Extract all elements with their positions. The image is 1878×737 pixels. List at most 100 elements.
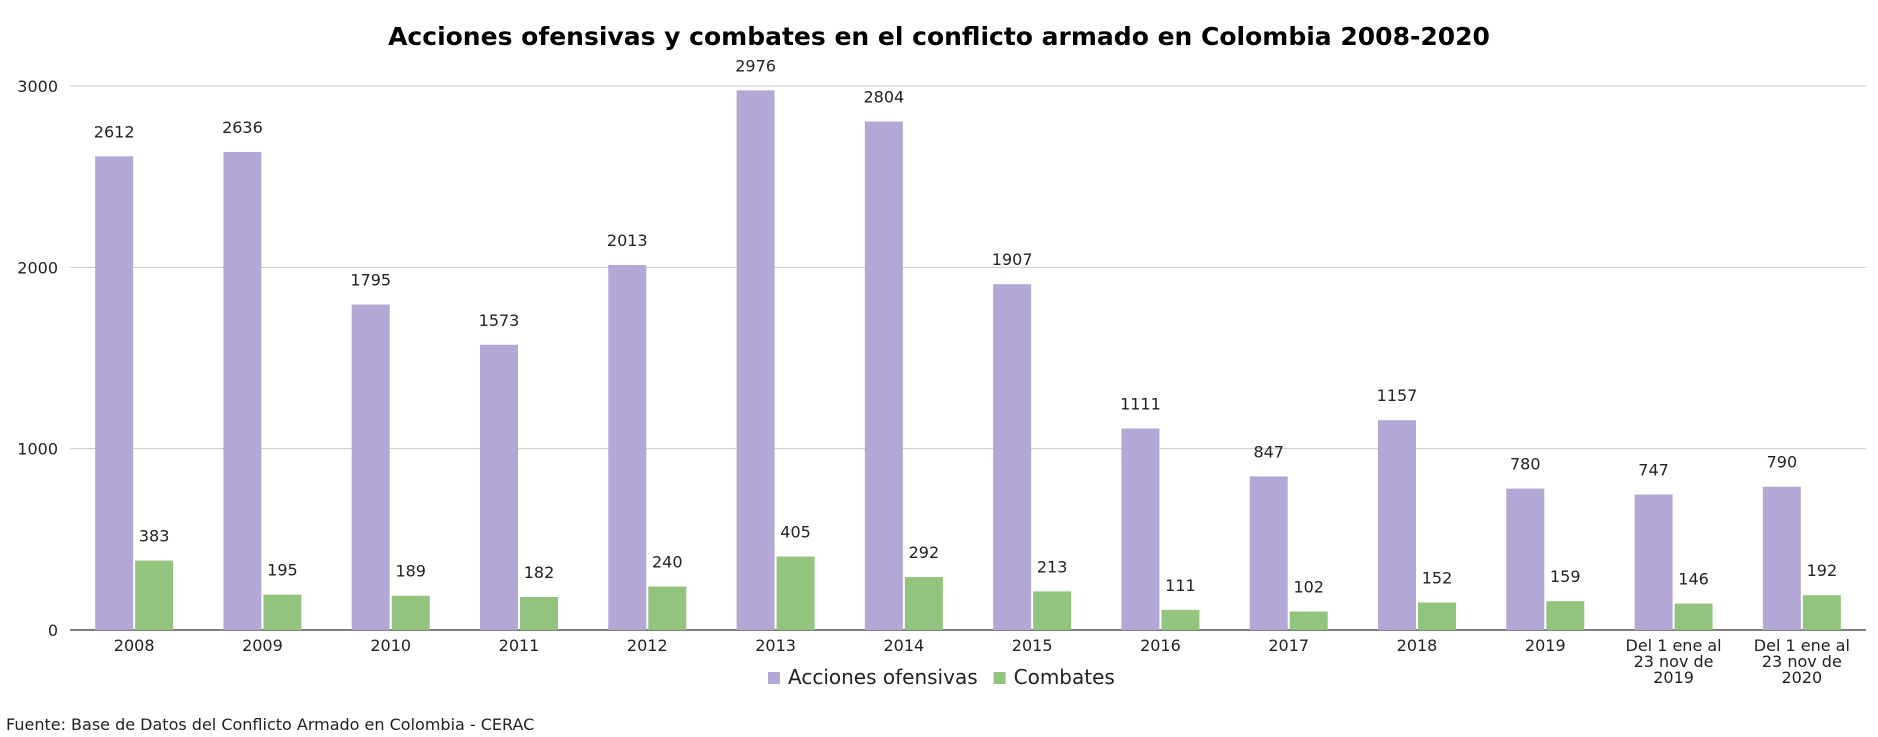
x-tick-label: Del 1 ene al 23 nov de 2020 [1754, 636, 1850, 687]
x-tick-label: 2009 [242, 636, 283, 655]
bar-combates [391, 595, 430, 630]
data-label: 2013 [607, 231, 648, 250]
x-tick-label-line: 2019 [1525, 636, 1566, 655]
y-tick-label: 1000 [17, 440, 58, 459]
bar-combates [904, 577, 943, 630]
data-label: 146 [1678, 570, 1709, 589]
x-tick-label-line: 2012 [627, 636, 668, 655]
data-label: 2612 [94, 122, 135, 141]
bar-acciones-ofensivas [223, 152, 262, 630]
x-axis: 2008 2009 2010 2011 2012 2013 2014 2015 2016 2017… [114, 636, 1850, 687]
x-tick-label-line: Del 1 ene al [1626, 636, 1722, 655]
legend[interactable]: Acciones ofensivas Combates [768, 665, 1115, 689]
data-label: 152 [1422, 568, 1453, 587]
legend-item-combates[interactable]: Combates [993, 665, 1115, 689]
legend-swatch [993, 672, 1006, 684]
legend-swatch [768, 672, 780, 684]
bar-acciones-ofensivas [1506, 488, 1545, 630]
bar-acciones-ofensivas [608, 264, 647, 630]
x-tick-label: Del 1 ene al 23 nov de 2019 [1626, 636, 1722, 687]
x-tick-label-line: 2014 [883, 636, 924, 655]
bar-combates [1418, 602, 1456, 630]
x-tick-label-line: 2008 [114, 636, 155, 655]
data-label: 159 [1550, 567, 1581, 586]
bar-acciones-ofensivas [1762, 486, 1801, 630]
x-tick-label: 2011 [499, 636, 540, 655]
x-tick-label: 2010 [370, 636, 411, 655]
x-tick-label-line: 2020 [1781, 668, 1822, 687]
data-label: 383 [139, 527, 170, 546]
y-tick-label: 3000 [17, 77, 58, 96]
y-tick-label: 2000 [17, 258, 58, 277]
x-tick-label-line: 2017 [1268, 636, 1309, 655]
x-tick-label: 2014 [883, 636, 924, 655]
bar-combates [1802, 595, 1841, 630]
data-label: 790 [1767, 453, 1798, 472]
x-tick-label: 2012 [627, 636, 668, 655]
chart-title: Acciones ofensivas y combates en el conf… [388, 22, 1490, 51]
data-label: 2976 [735, 56, 776, 75]
data-label: 780 [1510, 455, 1541, 474]
data-label: 192 [1807, 561, 1838, 580]
source-note: Fuente: Base de Datos del Conflicto Arma… [6, 715, 534, 734]
bar-combates [1289, 611, 1328, 630]
x-tick-label-line: 2013 [755, 636, 796, 655]
x-tick-label: 2015 [1012, 636, 1053, 655]
data-label: 1157 [1377, 386, 1418, 405]
data-label: 405 [780, 523, 811, 542]
bars [95, 90, 1841, 631]
data-label: 847 [1253, 442, 1284, 461]
bar-combates [776, 556, 815, 630]
x-tick-label-line: 2011 [499, 636, 540, 655]
gridlines [70, 85, 1866, 631]
x-tick-label-line: 2018 [1397, 636, 1438, 655]
x-tick-label: 2018 [1397, 636, 1438, 655]
x-tick-label: 2016 [1140, 636, 1181, 655]
data-label: 1907 [992, 250, 1033, 269]
x-tick-label-line: Del 1 ene al [1754, 636, 1850, 655]
data-label: 182 [524, 563, 555, 582]
bar-combates [1546, 601, 1585, 630]
bar-acciones-ofensivas [736, 90, 775, 631]
data-label: 2804 [863, 88, 904, 107]
x-tick-label-line: 2019 [1653, 668, 1694, 687]
y-axis: 0 1000 2000 3000 [17, 77, 58, 640]
bar-combates [263, 594, 302, 630]
x-tick-label-line: 2015 [1012, 636, 1053, 655]
bar-acciones-ofensivas [1378, 420, 1416, 630]
bar-combates [520, 596, 558, 630]
x-tick-label: 2017 [1268, 636, 1309, 655]
bar-combates [1674, 603, 1713, 630]
bar-acciones-ofensivas [1634, 494, 1673, 630]
data-label: 102 [1293, 578, 1324, 597]
bar-acciones-ofensivas [351, 304, 390, 630]
data-label: 2636 [222, 118, 263, 137]
bar-combates [1161, 609, 1200, 630]
data-label: 111 [1165, 576, 1196, 595]
bar-acciones-ofensivas [864, 121, 903, 631]
bar-acciones-ofensivas [480, 344, 518, 630]
legend-label: Acciones ofensivas [788, 665, 978, 689]
legend-label: Combates [1014, 665, 1115, 689]
data-label: 1795 [350, 271, 391, 290]
data-label: 747 [1638, 461, 1669, 480]
y-tick-label: 0 [48, 621, 58, 640]
bar-acciones-ofensivas [95, 156, 134, 630]
bar-acciones-ofensivas [993, 284, 1032, 630]
bar-combates [1033, 591, 1072, 630]
x-tick-label: 2008 [114, 636, 155, 655]
bar-acciones-ofensivas [1249, 476, 1288, 630]
x-tick-label: 2019 [1525, 636, 1566, 655]
data-label: 292 [909, 543, 940, 562]
bar-combates [135, 560, 174, 630]
x-tick-label-line: 23 nov de [1634, 652, 1714, 671]
bar-acciones-ofensivas [1121, 428, 1160, 630]
data-label: 213 [1037, 557, 1068, 576]
data-label: 189 [395, 562, 426, 581]
bar-combates [648, 586, 687, 630]
data-label: 195 [267, 561, 298, 580]
legend-item-acciones-ofensivas[interactable]: Acciones ofensivas [768, 665, 978, 689]
data-label: 1111 [1120, 395, 1161, 414]
x-tick-label-line: 2010 [370, 636, 411, 655]
